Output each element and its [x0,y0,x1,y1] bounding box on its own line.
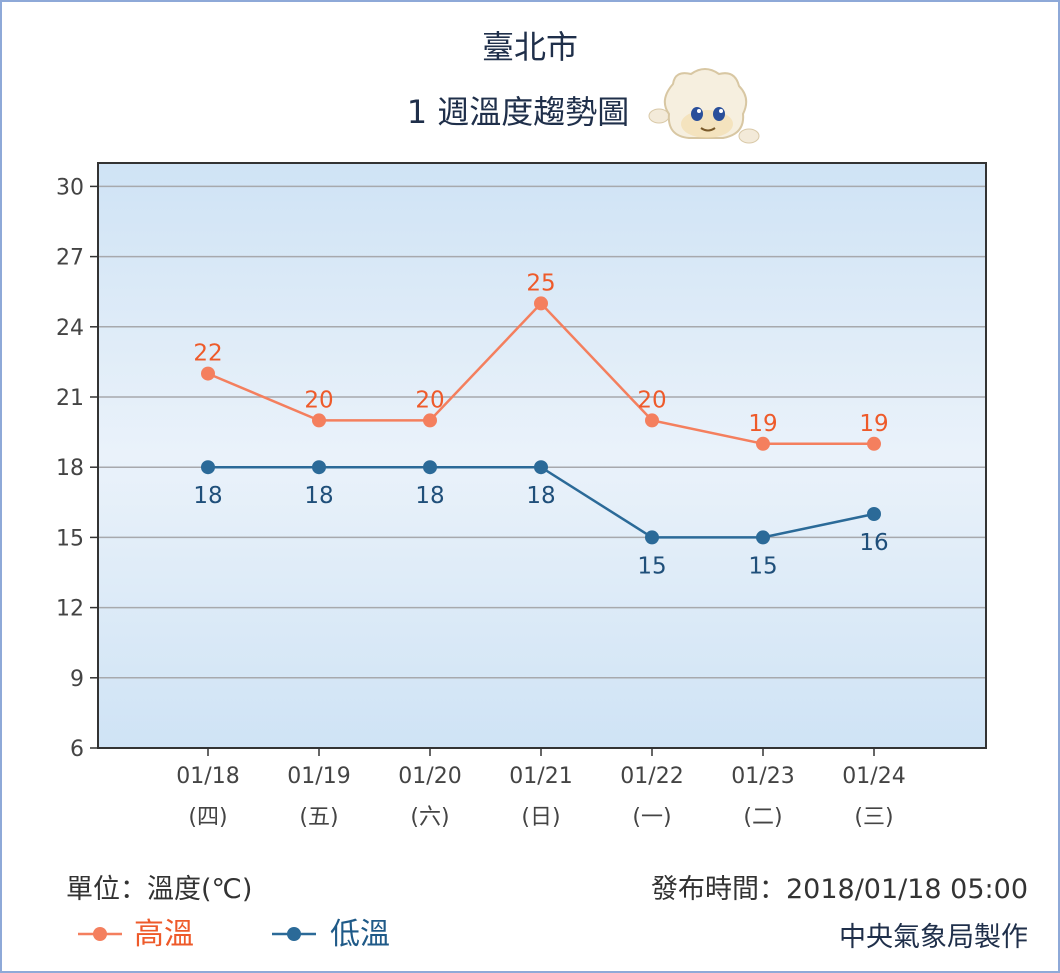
high-data-label: 19 [859,411,888,437]
legend-high-marker-icon [93,927,107,941]
y-tick-label: 21 [56,386,84,411]
legend-high-label: 高溫 [134,917,194,952]
issued-time: 發布時間：2018/01/18 05:00 [651,874,1028,905]
high-point [756,436,770,451]
low-point [423,460,437,475]
x-weekday-label: (二) [743,805,782,830]
maker-label: 中央氣象局製作 [839,922,1028,953]
low-data-label: 18 [526,483,555,509]
low-point [312,460,326,475]
x-weekday-label: (五) [299,805,338,830]
high-data-label: 20 [637,387,666,413]
x-tick-label: 01/24 [842,764,905,789]
plot-area [98,163,986,748]
low-data-label: 18 [304,483,333,509]
chart-title: 臺北市 [482,28,578,66]
high-data-label: 25 [526,270,555,296]
x-weekday-label: (六) [410,805,449,830]
x-weekday-label: (三) [854,805,893,830]
high-data-label: 20 [415,387,444,413]
low-data-label: 15 [748,553,777,579]
y-tick-label: 27 [56,246,84,271]
legend-low: 低溫 [272,917,390,952]
legend-low-marker-icon [287,927,301,941]
unit-label: 單位：溫度(℃) [66,874,252,905]
high-data-label: 22 [193,341,222,367]
y-tick-label: 9 [70,667,84,692]
x-tick-label: 01/21 [509,764,572,789]
gridlines [98,185,986,679]
y-tick-label: 6 [70,737,84,762]
high-point [312,413,326,428]
x-axis: 01/18 (四) 01/19 (五) 01/20 (六) 01/21 (日) 01/22 (一)… [176,748,906,830]
low-data-label: 16 [859,530,888,556]
series-layer: 22 20 20 25 20 19 19 18 18 18 18 15 15 16 [193,270,888,579]
weather-mascot-icon [648,68,760,144]
low-data-label: 15 [637,553,666,579]
low-point [756,530,770,545]
low-point [201,460,215,475]
x-weekday-label: (日) [521,805,560,830]
high-point [423,413,437,428]
y-tick-label: 30 [56,175,84,200]
plot-border [97,162,987,749]
low-point [867,507,881,521]
chart-subtitle: 1 週溫度趨勢圖 [407,93,630,131]
high-point [534,296,548,311]
x-tick-label: 01/18 [176,764,239,789]
x-weekday-label: (一) [632,805,671,830]
high-data-label: 19 [748,411,777,437]
low-data-label: 18 [415,483,444,509]
x-tick-label: 01/23 [731,764,794,789]
x-tick-label: 01/20 [398,764,461,789]
high-point [645,413,659,428]
y-tick-label: 18 [56,456,84,481]
low-data-label: 18 [193,483,222,509]
y-tick-label: 15 [56,526,84,551]
legend: 高溫 低溫 [78,917,390,952]
low-point [645,530,659,545]
low-point [534,460,548,475]
y-tick-label: 24 [56,316,84,341]
high-data-label: 20 [304,387,333,413]
high-point [201,366,215,381]
high-point [867,436,881,451]
y-tick-label: 12 [56,597,84,622]
x-tick-label: 01/19 [287,764,350,789]
y-axis: 6 9 12 15 18 21 24 27 30 [56,175,98,762]
x-weekday-label: (四) [188,805,227,830]
x-tick-label: 01/22 [620,764,683,789]
legend-low-label: 低溫 [330,917,390,952]
legend-high: 高溫 [78,917,194,952]
